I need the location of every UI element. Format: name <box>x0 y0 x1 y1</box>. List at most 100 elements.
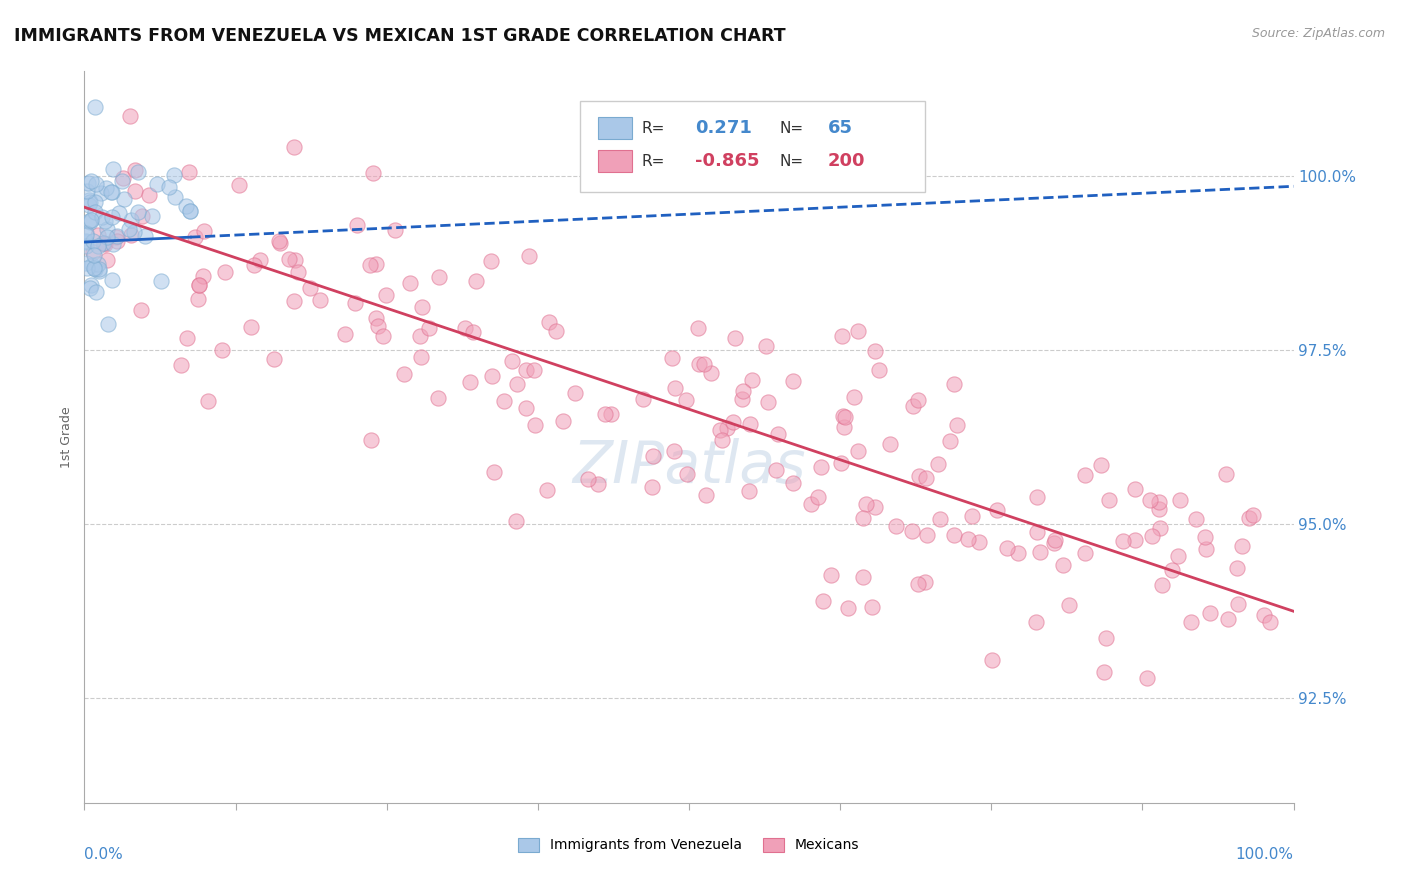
Point <box>1216 612 1239 626</box>
Point <box>676 467 699 481</box>
Point <box>392 367 415 381</box>
Point <box>183 230 205 244</box>
Point <box>197 393 219 408</box>
Point <box>427 269 450 284</box>
Point <box>641 480 664 494</box>
Point <box>765 463 787 477</box>
Point <box>458 376 481 390</box>
Point <box>83 99 105 113</box>
FancyBboxPatch shape <box>599 151 633 172</box>
Point <box>1074 468 1097 483</box>
Point <box>464 274 486 288</box>
Point <box>1199 606 1222 620</box>
Point <box>907 393 929 408</box>
Point <box>1142 529 1164 543</box>
Point <box>1090 458 1112 473</box>
Point <box>79 281 101 295</box>
Point <box>710 433 733 447</box>
Point <box>179 204 201 219</box>
Point <box>79 198 101 212</box>
Text: R=: R= <box>641 121 665 136</box>
Point <box>1226 597 1249 611</box>
Point <box>564 385 586 400</box>
Point <box>1167 549 1189 564</box>
Point <box>101 185 124 199</box>
Point <box>146 177 169 191</box>
Text: -0.865: -0.865 <box>695 153 759 170</box>
Point <box>112 192 135 206</box>
Point <box>1042 536 1064 550</box>
FancyBboxPatch shape <box>599 118 633 139</box>
Point <box>505 514 527 528</box>
Point <box>1052 558 1074 572</box>
Point <box>269 236 291 251</box>
Point <box>96 222 118 236</box>
Point <box>134 228 156 243</box>
Point <box>1147 502 1170 516</box>
Point <box>731 384 754 398</box>
Point <box>1073 546 1095 560</box>
Point <box>118 109 141 123</box>
Point <box>1241 508 1264 522</box>
Point <box>90 210 112 224</box>
Text: 0.271: 0.271 <box>695 120 752 137</box>
Point <box>174 198 197 212</box>
Point <box>94 213 117 227</box>
Point <box>709 423 731 437</box>
Point <box>515 363 537 377</box>
Point <box>187 278 209 293</box>
Point <box>240 320 263 334</box>
Point <box>361 166 384 180</box>
Point <box>914 574 936 589</box>
Text: N=: N= <box>780 153 804 169</box>
Point <box>83 194 105 209</box>
Point <box>298 281 321 295</box>
Point <box>806 490 828 504</box>
Point <box>782 374 804 388</box>
Point <box>278 252 301 266</box>
Point <box>986 503 1008 517</box>
Point <box>112 170 135 185</box>
Point <box>283 140 305 154</box>
Point <box>1253 608 1275 623</box>
Point <box>138 187 160 202</box>
Point <box>631 392 654 407</box>
Point <box>127 164 149 178</box>
Point <box>1095 631 1118 645</box>
Point <box>1123 482 1146 496</box>
Point <box>96 230 118 244</box>
Point <box>664 381 686 395</box>
Point <box>588 476 610 491</box>
Point <box>755 339 778 353</box>
Point <box>820 567 842 582</box>
Point <box>93 235 115 250</box>
Point <box>191 268 214 283</box>
Point <box>80 258 103 272</box>
Point <box>165 190 187 204</box>
Point <box>855 497 877 511</box>
Point <box>79 194 101 209</box>
Point <box>82 234 104 248</box>
Point <box>120 213 142 227</box>
Point <box>1160 563 1182 577</box>
Point <box>91 235 114 250</box>
Point <box>479 254 502 268</box>
Point <box>515 401 537 416</box>
Point <box>661 351 683 366</box>
Point <box>86 239 108 253</box>
Point <box>834 409 856 424</box>
Point <box>831 329 853 343</box>
Point <box>901 524 924 538</box>
Point <box>75 235 97 249</box>
Point <box>1007 546 1029 560</box>
Point <box>1025 615 1047 629</box>
Point <box>741 373 763 387</box>
Point <box>75 238 97 252</box>
Point <box>287 265 309 279</box>
Point <box>333 326 356 341</box>
Point <box>80 277 103 292</box>
Point <box>868 362 890 376</box>
Point <box>110 174 132 188</box>
Point <box>418 321 440 335</box>
Point <box>738 484 761 499</box>
